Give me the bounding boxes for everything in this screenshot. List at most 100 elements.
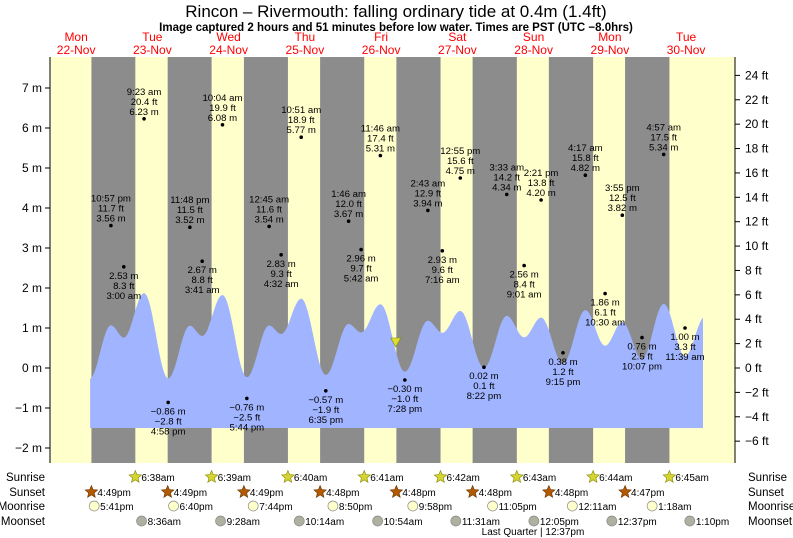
moonset-time: 12:05pm xyxy=(540,517,579,528)
moonrise-time: 8:50pm xyxy=(339,502,372,513)
extremum-ft: 9.6 ft xyxy=(432,265,454,276)
day-name-label: Tue xyxy=(676,30,697,44)
extremum-point xyxy=(683,326,687,330)
extremum-m: 6.23 m xyxy=(129,107,158,118)
extremum-ft: 8.4 ft xyxy=(513,280,535,291)
extremum-time: 3:33 am xyxy=(489,162,524,173)
extremum-ft: 1.2 ft xyxy=(552,367,574,378)
extremum-point xyxy=(583,173,588,177)
moonset-icon xyxy=(372,515,383,527)
moonset-time: 10:14am xyxy=(305,517,344,528)
moonrise-icon xyxy=(168,500,179,512)
moonset-icon xyxy=(450,515,462,527)
sunrise-time: 6:41am xyxy=(370,473,403,484)
extremum-m: 2.53 m xyxy=(109,271,138,282)
moonset-icon xyxy=(684,515,696,527)
extremum-m: 3.54 m xyxy=(254,214,283,225)
extremum-m: 4.82 m xyxy=(571,163,600,174)
sunrise-time: 6:42am xyxy=(447,473,480,484)
extremum-ft: 15.6 ft xyxy=(447,156,474,167)
extremum-time: 7:16 am xyxy=(425,275,460,286)
y-tick-label-ft: −2 ft xyxy=(745,385,769,399)
extremum-point xyxy=(482,365,486,370)
y-tick-label-m: 0 m xyxy=(22,361,42,375)
day-name-label: Sat xyxy=(448,30,467,44)
moonrise-icon xyxy=(88,500,100,512)
extremum-point xyxy=(458,176,463,180)
day-date-label: 29-Nov xyxy=(591,43,630,57)
extremum-ft: 6.1 ft xyxy=(594,308,616,319)
sunset-icon xyxy=(541,484,556,498)
extremum-time: 11:48 pm xyxy=(170,195,209,206)
extremum-point xyxy=(426,208,430,213)
y-tick-label-m: 2 m xyxy=(22,281,42,295)
sunrise-icon xyxy=(357,469,372,483)
extremum-ft: 12.9 ft xyxy=(415,188,442,199)
extremum-ft: 8.3 ft xyxy=(113,281,135,292)
extremum-time: 5:44 pm xyxy=(229,422,264,433)
day-date-label: 22-Nov xyxy=(57,43,96,57)
extremum-m: 4.34 m xyxy=(492,182,521,193)
extremum-point xyxy=(245,396,249,401)
moonrise-icon xyxy=(566,500,578,512)
moonrise-time: 11:05pm xyxy=(499,502,537,513)
moonset-time: 12:37pm xyxy=(618,517,657,528)
day-name-label: Mon xyxy=(598,30,621,44)
extremum-ft: 11.7 ft xyxy=(98,204,124,215)
sunrise-time: 6:45am xyxy=(675,473,708,484)
extremum-m: 2.83 m xyxy=(266,259,295,270)
moonset-icon xyxy=(215,515,226,527)
y-tick-label-ft: 20 ft xyxy=(745,117,769,131)
sunrise-icon xyxy=(280,469,295,483)
extremum-time: 10:04 am xyxy=(202,93,242,104)
sunset-icon xyxy=(465,484,480,498)
tide-curve xyxy=(90,293,704,428)
extremum-m: −0.86 m xyxy=(151,406,186,417)
moonset-icon xyxy=(293,515,305,527)
extremum-time: 10:30 am xyxy=(585,318,625,329)
extremum-time: 9:01 am xyxy=(507,290,542,301)
sunrise-time: 6:40am xyxy=(294,473,327,484)
plot-area: 7 m 6 m 5 m 4 m 3 m 2 m 1 m 0 m −1 m −2 m 24 ft 22 … xyxy=(0,30,793,538)
extremum-m: −0.57 m xyxy=(308,395,343,406)
extremum-point xyxy=(142,117,146,121)
extremum-time: 11:39 am xyxy=(665,352,704,363)
extremum-m: 0.02 m xyxy=(469,371,498,382)
y-tick-label-ft: 8 ft xyxy=(745,263,762,277)
day-name-label: Sun xyxy=(523,30,544,44)
sunrise-icon xyxy=(204,469,219,483)
moon-phase-label: Last Quarter | 12:37pm xyxy=(482,527,585,538)
y-tick-label-ft: 6 ft xyxy=(745,288,762,302)
extremum-m: 6.08 m xyxy=(208,113,237,124)
extremum-m: −0.76 m xyxy=(229,402,264,413)
extremum-ft: −2.5 ft xyxy=(233,412,260,423)
extremum-ft: 2.5 ft xyxy=(631,352,653,363)
extremum-m: 3.82 m xyxy=(608,203,637,214)
extremum-ft: −2.8 ft xyxy=(155,416,182,427)
day-name-label: Tue xyxy=(142,30,163,44)
extremum-time: 11:46 am xyxy=(361,124,400,135)
y-tick-label-ft: 2 ft xyxy=(745,337,762,351)
sunset-time: 4:48pm xyxy=(555,488,588,499)
y-tick-label-ft: −6 ft xyxy=(745,434,769,448)
extremum-m: 3.52 m xyxy=(175,215,204,226)
extremum-ft: 11.6 ft xyxy=(256,204,282,215)
extremum-ft: 14.2 ft xyxy=(493,172,520,183)
y-tick-label-ft: 12 ft xyxy=(745,215,769,229)
sunrise-icon xyxy=(433,469,448,483)
moonset-icon xyxy=(136,515,147,527)
sunset-icon xyxy=(618,484,632,498)
extremum-ft: 8.8 ft xyxy=(192,275,214,286)
sunset-time: 4:47pm xyxy=(631,488,664,499)
chart-subtitle: Image captured 2 hours and 51 minutes be… xyxy=(159,22,633,34)
day-name-label: Wed xyxy=(216,30,240,44)
y-tick-label-m: 4 m xyxy=(22,201,42,215)
extremum-ft: 19.9 ft xyxy=(209,103,236,114)
extremum-time: 3:55 pm xyxy=(605,183,640,194)
extremum-point xyxy=(661,152,666,157)
extremum-m: 3.67 m xyxy=(334,209,363,220)
extremum-point xyxy=(504,192,509,197)
extremum-m: 2.56 m xyxy=(509,270,538,281)
extremum-ft: 17.5 ft xyxy=(650,132,677,143)
extremum-m: 1.00 m xyxy=(670,332,699,343)
